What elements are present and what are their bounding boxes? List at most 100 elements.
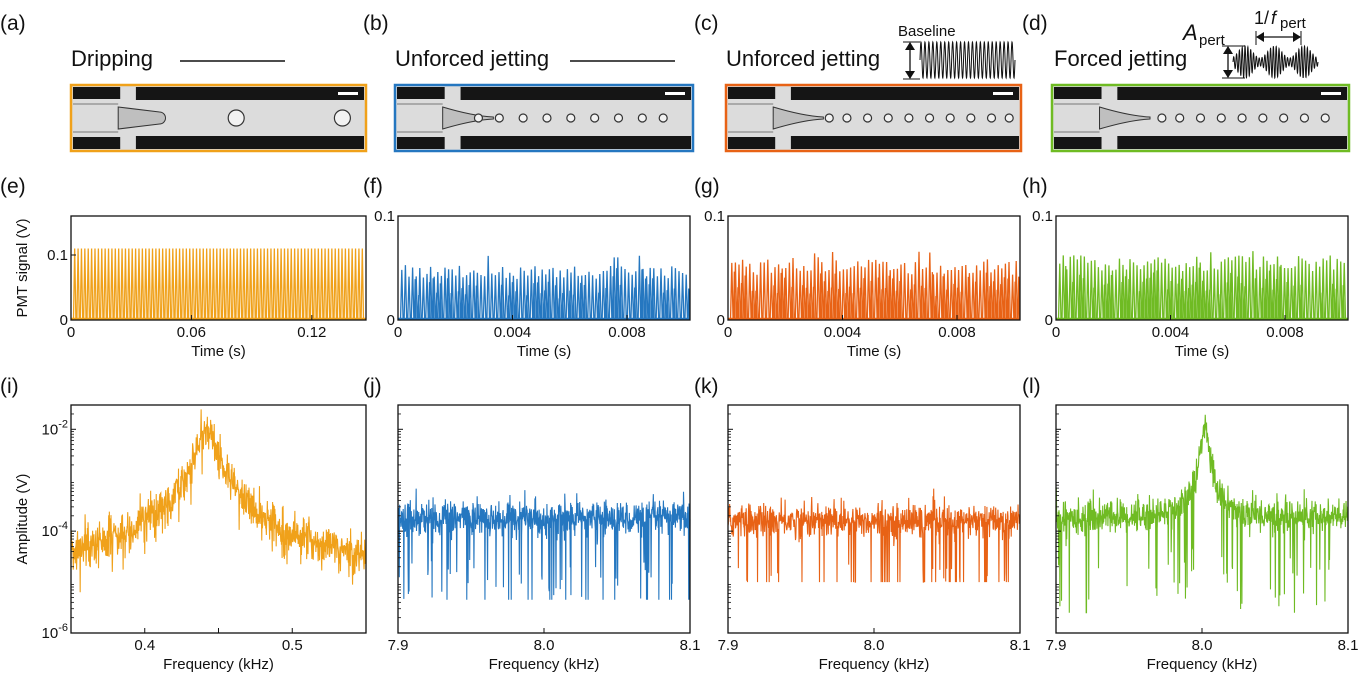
- droplet: [1175, 113, 1185, 123]
- baseline-inset: Baseline: [898, 23, 1016, 80]
- scale-bar: [665, 92, 685, 95]
- droplet: [518, 113, 528, 123]
- panel-label-l: (l): [1022, 375, 1041, 398]
- droplet: [824, 113, 834, 123]
- droplet: [590, 113, 600, 123]
- spectrum-line: [727, 488, 1021, 583]
- droplet: [986, 113, 997, 123]
- x-tick-label: 0: [394, 324, 402, 341]
- y-tick-label: 0: [1045, 312, 1053, 329]
- y-axis-label: Amplitude (V): [14, 474, 31, 565]
- inlet-block-top: [397, 87, 445, 99]
- panel-label-i: (i): [0, 375, 19, 398]
- channel-image-unforced-c: [724, 83, 1023, 153]
- jet-thread: [772, 106, 824, 130]
- droplet: [1320, 113, 1330, 123]
- panel-label-e: (e): [0, 175, 26, 198]
- y-tick-label: 0.1: [47, 247, 68, 264]
- spectrum-line: [70, 409, 367, 593]
- inlet-block-bottom: [728, 137, 776, 149]
- droplet: [494, 113, 504, 123]
- panel-label-b: (b): [363, 12, 389, 35]
- pmt-plot-unforced-b: 0 0.004 0.008 0 0.1 Time (s): [374, 208, 691, 360]
- baseline-waveform: [919, 40, 1016, 80]
- droplet: [1258, 113, 1268, 123]
- x-tick-label: 0: [67, 324, 75, 341]
- spectrum-plot-unforced-c: 7.9 8.0 8.1 Frequency (kHz): [718, 404, 1030, 673]
- inlet-block-bottom: [73, 137, 121, 149]
- x-tick-label: 0.06: [177, 324, 206, 341]
- x-tick-label: 0.008: [608, 324, 646, 341]
- title-unforced-c: Unforced jetting: [726, 46, 880, 71]
- channel-wall-bottom: [460, 136, 691, 149]
- x-tick-label: 0.004: [824, 324, 862, 341]
- y-tick-label: 10-2: [42, 418, 68, 438]
- drip-neck: [117, 106, 166, 130]
- channel-wall-top: [135, 87, 364, 100]
- channel-frame: [1050, 83, 1351, 153]
- droplet: [473, 113, 484, 123]
- perturbed-waveform: [1232, 44, 1319, 80]
- droplet: [945, 113, 955, 123]
- axes-frame: [70, 215, 367, 321]
- axes-frame: [397, 404, 691, 634]
- pmt-signal-line: [729, 251, 1021, 321]
- channel-wall-bottom: [790, 136, 1019, 149]
- panel-label-j: (j): [363, 375, 382, 398]
- droplet: [883, 113, 893, 123]
- panel-label-f: (f): [363, 175, 383, 198]
- inlet-block-top: [1054, 87, 1102, 99]
- panel-label-a: (a): [0, 12, 26, 35]
- inlet-block-bottom: [1054, 137, 1102, 149]
- channel-wall-bottom: [135, 136, 364, 149]
- x-tick-label: 8.1: [680, 637, 701, 654]
- droplet: [1216, 113, 1226, 123]
- amp-symbol: A: [1181, 20, 1198, 45]
- x-tick-label: 0.12: [297, 324, 326, 341]
- pmt-signal-line: [72, 248, 365, 321]
- droplet: [542, 113, 552, 123]
- scale-bar: [338, 92, 358, 95]
- y-tick-label: 0: [717, 312, 725, 329]
- pmt-signal-line: [399, 255, 691, 321]
- droplet: [566, 113, 576, 123]
- axes-frame: [1055, 215, 1349, 321]
- droplet: [1004, 113, 1014, 123]
- droplet: [1279, 113, 1289, 123]
- droplet: [1195, 113, 1206, 123]
- spectrum-plot-dripping: 0.4 0.5 10-6 10-4 10-2 Frequency (kHz) Amplitu…: [14, 404, 367, 673]
- y-tick-label: 0: [387, 312, 395, 329]
- x-tick-label: 7.9: [718, 637, 739, 654]
- pmt-plot-unforced-c: 0 0.004 0.008 0 0.1 Time (s): [704, 208, 1021, 360]
- axes-frame: [1055, 404, 1349, 634]
- droplet: [227, 109, 245, 127]
- x-tick-label: 0.5: [282, 637, 303, 654]
- axes-frame: [70, 404, 367, 634]
- jet-thread: [1099, 106, 1151, 130]
- x-tick-label: 8.0: [1192, 637, 1213, 654]
- spectrum-plot-unforced-b: 7.9 8.0 8.1 Frequency (kHz): [388, 404, 701, 673]
- pmt-signal-line: [1057, 251, 1347, 321]
- inlet-block-top: [73, 87, 121, 99]
- x-axis-label: Frequency (kHz): [819, 656, 930, 673]
- axes-frame: [397, 215, 691, 321]
- pmt-plot-dripping: 0 0.06 0.12 0 0.1 Time (s) PMT signal (V): [14, 215, 367, 360]
- channel-image-unforced-b: [393, 83, 695, 153]
- axes-frame: [727, 404, 1021, 634]
- droplet: [1237, 113, 1247, 123]
- baseline-arrow-head-bottom: [905, 71, 915, 79]
- title-dripping: Dripping: [71, 46, 153, 71]
- y-tick-label: 0.1: [704, 208, 725, 225]
- y-tick-label: 0: [60, 312, 68, 329]
- x-axis-label: Frequency (kHz): [489, 656, 600, 673]
- y-tick-label: 0.1: [374, 208, 395, 225]
- panel-label-g: (g): [694, 175, 720, 198]
- droplet: [966, 113, 976, 123]
- x-tick-label: 0.008: [1266, 324, 1304, 341]
- perturbation-inset: A pert 1/ f pert: [1181, 8, 1319, 80]
- droplet: [1299, 113, 1310, 123]
- title-unforced-b: Unforced jetting: [395, 46, 549, 71]
- droplet: [613, 113, 624, 123]
- x-tick-label: 0.008: [938, 324, 976, 341]
- x-tick-label: 7.9: [1046, 637, 1067, 654]
